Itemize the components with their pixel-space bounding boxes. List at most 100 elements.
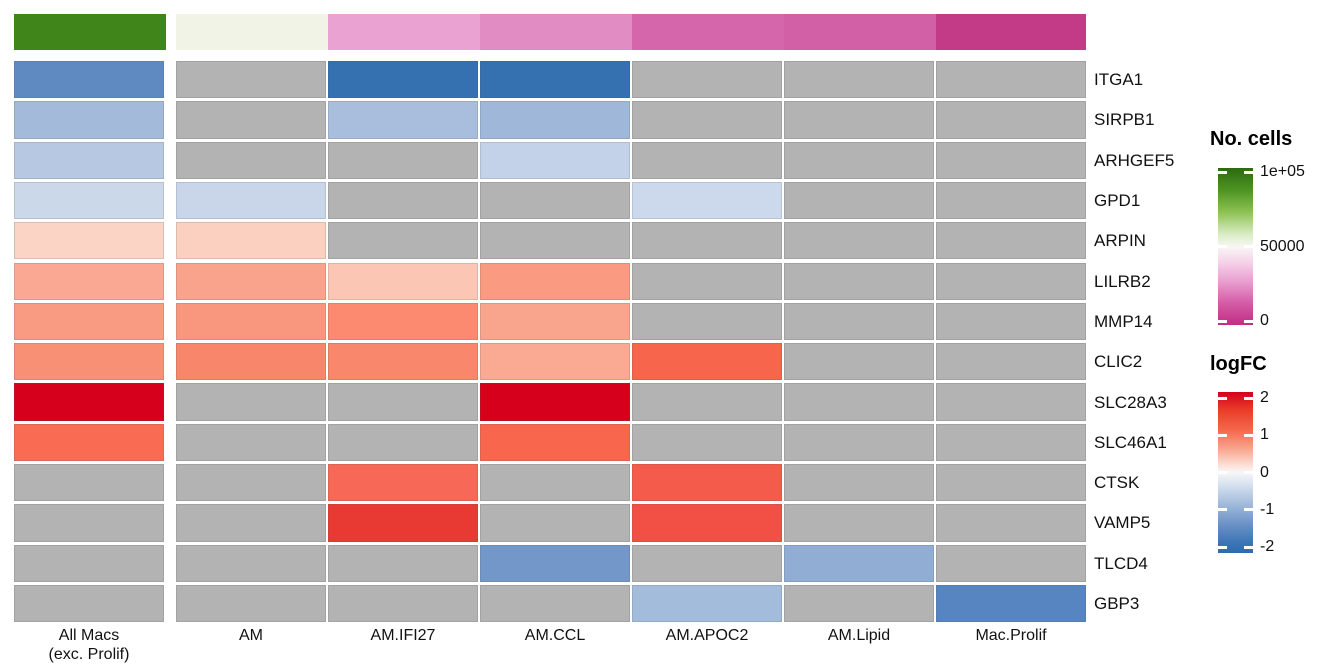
row-label: GPD1 (1094, 191, 1141, 211)
heatmap-cell (632, 584, 782, 623)
legend-tick-label: -1 (1260, 500, 1275, 518)
annotation-segment (480, 14, 632, 50)
row-label: CLIC2 (1094, 352, 1143, 372)
heatmap-cell (936, 262, 1086, 300)
row-label: SLC28A3 (1094, 392, 1167, 412)
heatmap-cell (328, 584, 478, 623)
row-label: VAMP5 (1094, 513, 1151, 533)
heatmap-cell (328, 101, 478, 139)
heatmap-cell (784, 61, 934, 99)
heatmap-cell (480, 262, 630, 300)
heatmap-cell (632, 262, 782, 300)
heatmap-cell (936, 504, 1086, 542)
legend-tick-mark (1244, 396, 1253, 400)
legend-tick-label: 1e+05 (1260, 163, 1305, 180)
heatmap-cell (480, 423, 630, 461)
heatmap-cell (14, 101, 164, 139)
legend-tick-mark (1244, 545, 1253, 549)
heatmap-cell (480, 222, 630, 260)
heatmap-cell (632, 222, 782, 260)
heatmap-cell (632, 101, 782, 139)
legend-tick-mark (1244, 319, 1253, 323)
heatmap-cell (632, 343, 782, 381)
row-label: ITGA1 (1094, 70, 1144, 90)
heatmap-cell (176, 584, 326, 623)
heatmap-cell (936, 61, 1086, 99)
heatmap-cell (784, 423, 934, 461)
annotation-segment (176, 14, 328, 50)
heatmap-cell (14, 584, 164, 623)
heatmap-cell (14, 343, 164, 381)
legend-tick-mark (1244, 245, 1253, 248)
row-label: GBP3 (1094, 594, 1140, 614)
column-label: Mac.Prolif (975, 627, 1047, 644)
row-label: TLCD4 (1094, 553, 1148, 573)
column-label: AM.IFI27 (370, 627, 436, 644)
heatmap-cell (176, 181, 326, 220)
heatmap-cell (328, 61, 478, 99)
heatmap-cell (936, 544, 1086, 582)
heatmap-cell (14, 222, 164, 260)
heatmap-cell (632, 181, 782, 220)
heatmap-cell (480, 302, 630, 341)
legend-tick-mark (1218, 245, 1227, 248)
heatmap-cell (936, 101, 1086, 139)
heatmap-cell (176, 544, 326, 582)
heatmap-cell (632, 302, 782, 341)
legend-tick-label: 0 (1260, 463, 1269, 481)
heatmap-cell (328, 544, 478, 582)
heatmap-cell (328, 141, 478, 179)
legend-tick-mark (1218, 508, 1227, 512)
heatmap-cell (14, 544, 164, 582)
heatmap-cell (176, 101, 326, 139)
legend-tick-mark (1218, 396, 1227, 400)
heatmap-cell (176, 423, 326, 461)
legend-tick-mark (1218, 545, 1227, 549)
heatmap-cell (176, 343, 326, 381)
annotation-segment (14, 14, 166, 50)
legend-tick-label: 50000 (1260, 237, 1305, 255)
legend-title-logfc: logFC (1210, 353, 1267, 375)
heatmap-cell (632, 61, 782, 99)
heatmap-cell (936, 343, 1086, 381)
heatmap-cell (176, 464, 326, 502)
heatmap-cell (328, 343, 478, 381)
legend-tick-mark (1218, 433, 1227, 437)
heatmap-cell (328, 262, 478, 300)
legend-tick-mark (1218, 471, 1227, 474)
heatmap-cell (176, 302, 326, 341)
heatmap-cell (14, 141, 164, 179)
legend-tick-label: 2 (1260, 389, 1269, 406)
row-label: CTSK (1094, 473, 1140, 493)
heatmap-cell (480, 544, 630, 582)
heatmap-cell (328, 464, 478, 502)
row-label: ARHGEF5 (1094, 150, 1175, 170)
heatmap-cell (936, 302, 1086, 341)
legend-tick-mark (1218, 319, 1227, 323)
heatmap-cell (784, 504, 934, 542)
legend-tick-mark (1218, 170, 1227, 174)
heatmap-cell (14, 61, 164, 99)
column-label: All Macs (exc. Prolif) (48, 627, 130, 663)
heatmap-cell (480, 383, 630, 421)
heatmap-cell (176, 141, 326, 179)
annotation-segment (936, 14, 1086, 50)
heatmap-cell (936, 423, 1086, 461)
heatmap-cell (480, 141, 630, 179)
heatmap-cell (176, 222, 326, 260)
heatmap-cell (632, 544, 782, 582)
heatmap-cell (632, 141, 782, 179)
heatmap-cell (936, 181, 1086, 220)
legend-tick-mark (1244, 508, 1253, 512)
heatmap-cell (14, 464, 164, 502)
legend-tick-mark (1244, 170, 1253, 174)
legend-tick-mark (1244, 471, 1253, 474)
heatmap-cell (14, 302, 164, 341)
heatmap-cell (632, 383, 782, 421)
row-label: LILRB2 (1094, 271, 1151, 291)
legend-title-no-cells: No. cells (1210, 128, 1293, 150)
heatmap-cell (632, 504, 782, 542)
heatmap-cell (784, 302, 934, 341)
legend-tick-mark (1244, 433, 1253, 437)
